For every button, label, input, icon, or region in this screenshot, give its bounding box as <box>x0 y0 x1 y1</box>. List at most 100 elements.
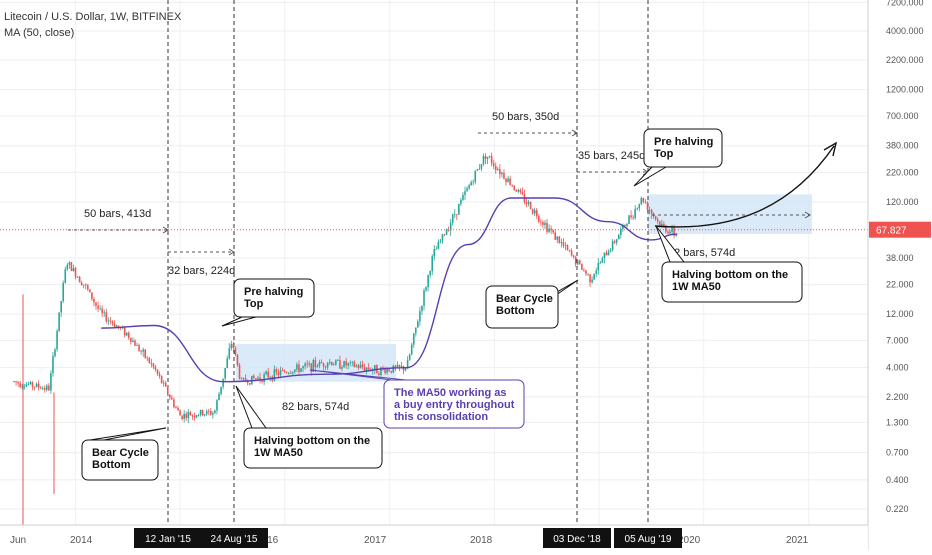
candle-body <box>630 215 632 218</box>
candle-body <box>253 375 255 379</box>
candle-body <box>359 364 362 368</box>
candle-body <box>41 387 44 389</box>
candle-body <box>232 343 235 348</box>
candle-body <box>566 245 569 251</box>
candle-body <box>302 366 304 369</box>
candle-body <box>656 219 659 222</box>
candle-body <box>210 410 212 415</box>
price-tick-label: 12.000 <box>886 309 914 319</box>
candle-body <box>548 228 550 232</box>
callout-halving-bottom-2-line: Halving bottom on the <box>672 269 788 281</box>
candle-body <box>154 366 157 370</box>
candle-body <box>308 363 311 365</box>
candle-body <box>103 312 106 314</box>
candle-body <box>46 385 48 390</box>
candle-body <box>23 386 26 388</box>
candle-body <box>408 354 411 361</box>
candle-body <box>246 381 249 384</box>
candle-body <box>476 169 479 171</box>
candle-body <box>144 349 147 358</box>
candle-body <box>158 374 161 376</box>
candle-body <box>341 367 343 369</box>
candle-body <box>599 262 602 264</box>
time-axis[interactable]: Jun20142016201720182020202112 Jan '1524 … <box>0 524 868 550</box>
callout-bear-bottom-1-line: Bear Cycle <box>92 447 149 459</box>
candle-body <box>437 241 440 249</box>
candle-body <box>462 194 464 200</box>
candle-body <box>265 371 267 375</box>
candle-body <box>425 287 427 291</box>
candle-body <box>306 363 308 365</box>
candle-body <box>166 386 169 395</box>
candle-body <box>527 201 530 204</box>
candle-body <box>324 366 327 368</box>
candle-body <box>25 384 28 387</box>
candle-body <box>343 361 345 368</box>
current-price-tag <box>869 221 931 238</box>
candle-body <box>595 270 598 274</box>
candle-body <box>74 268 77 278</box>
price-tick-label: 0.700 <box>886 448 909 458</box>
candle-body <box>230 343 233 349</box>
candle-body <box>568 250 571 252</box>
candle-body <box>195 415 198 418</box>
candle-body <box>58 312 60 331</box>
candle-body <box>591 279 593 283</box>
candle-body <box>113 323 116 328</box>
candle-body <box>535 210 538 217</box>
callout-pre-halving-1-pointer <box>221 316 257 327</box>
candle-body <box>544 222 546 225</box>
date-tag-label: 05 Aug '19 <box>625 534 672 545</box>
candle-body <box>574 256 577 265</box>
candle-body <box>134 340 136 346</box>
candle-body <box>117 325 120 328</box>
candle-body <box>396 364 399 367</box>
time-tick-label: 2020 <box>678 535 701 546</box>
candle-body <box>87 285 89 290</box>
candle-body <box>488 156 491 157</box>
candle-body <box>214 410 216 414</box>
time-tick-label: 2017 <box>364 535 387 546</box>
candle-body <box>658 221 661 227</box>
candle-body <box>579 260 581 264</box>
candle-body <box>661 223 663 227</box>
candle-body <box>177 407 179 411</box>
candle-body <box>201 409 204 416</box>
candle-body <box>585 270 587 274</box>
candle-body <box>199 409 202 416</box>
candle-body <box>556 236 559 240</box>
candle-body <box>185 413 188 418</box>
candle-body <box>404 368 407 371</box>
candle-body <box>335 360 337 365</box>
candle-body <box>642 197 645 202</box>
candle-body <box>175 407 177 408</box>
candle-body <box>515 189 518 192</box>
candle-body <box>121 327 124 329</box>
candle-body <box>228 348 231 359</box>
candle-body <box>17 382 19 384</box>
measure-label-1: 50 bars, 413d <box>84 208 151 220</box>
candle-body <box>314 360 317 368</box>
candle-body <box>125 332 128 336</box>
price-tick-label: 1200.000 <box>886 85 924 95</box>
candle-body <box>675 235 677 237</box>
price-tick-label: 4000.000 <box>886 26 924 36</box>
candle-body <box>80 282 83 286</box>
candle-body <box>390 371 393 373</box>
date-tag-bg <box>200 528 268 548</box>
candle-body <box>292 371 294 374</box>
price-axis[interactable]: 7200.000 4000.000 2200.000 1200.000 700.000 3… <box>867 0 932 550</box>
candle-body <box>628 215 630 225</box>
price-tick-label: 22.000 <box>886 280 914 290</box>
candles <box>13 152 677 525</box>
date-tag-bg <box>614 528 682 548</box>
candle-body <box>624 224 626 227</box>
candle-body <box>607 251 610 256</box>
candle-body <box>669 231 671 234</box>
candle-body <box>353 361 356 367</box>
symbol-title: Litecoin / U.S. Dollar, 1W, BITFINEX <box>4 11 182 23</box>
candle-body <box>162 382 165 384</box>
candle-body <box>212 413 214 415</box>
candle-body <box>146 357 149 359</box>
